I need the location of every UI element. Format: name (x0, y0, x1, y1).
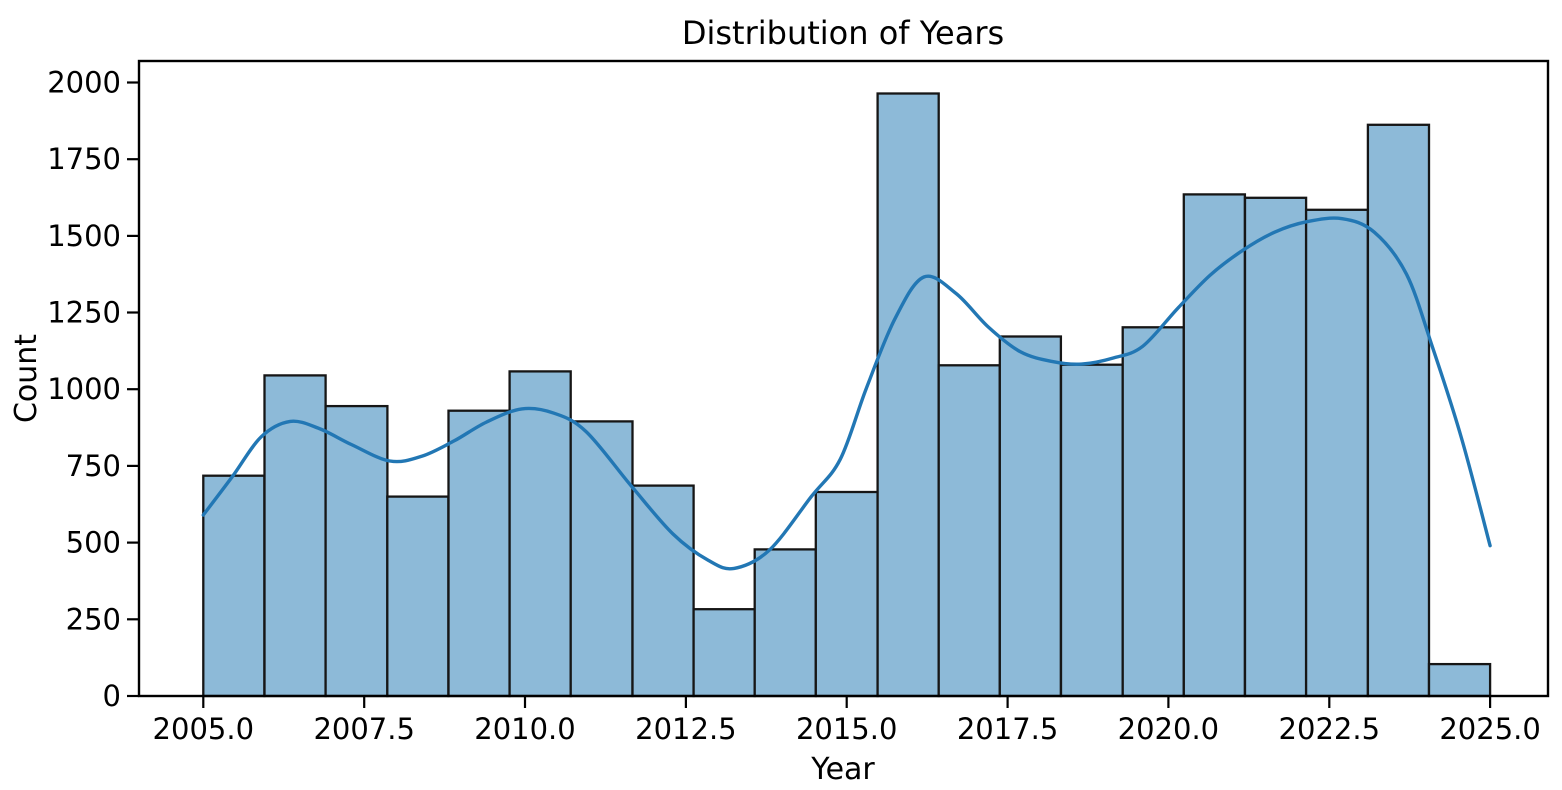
bars-group (202, 92, 1492, 698)
histogram-bar (569, 420, 634, 698)
y-tick-label: 0 (103, 679, 121, 713)
histogram-bar (202, 474, 266, 698)
y-tick-label: 1250 (47, 296, 121, 330)
histogram-bar (631, 484, 695, 698)
x-tick-label: 2012.5 (635, 712, 736, 746)
x-axis-label: Year (810, 752, 875, 787)
x-tick-label: 2022.5 (1279, 712, 1380, 746)
y-tick-label: 250 (66, 602, 121, 636)
kde-curve (201, 216, 1492, 571)
y-axis-label: Count (9, 334, 44, 423)
histogram-bar (1243, 196, 1308, 698)
y-tick-label: 1000 (47, 372, 121, 406)
x-tick-label: 2020.0 (1118, 712, 1219, 746)
histogram-bar (998, 335, 1063, 698)
x-tick-label: 2017.5 (957, 712, 1058, 746)
y-tick-label: 1500 (47, 219, 121, 253)
histogram-bar (324, 404, 389, 698)
x-axis-ticks: 2005.0 2007.5 2010.0 2012.5 2015.0 2017.5 2020… (153, 696, 1541, 746)
y-tick-label: 2000 (47, 66, 121, 100)
histogram-bar (1059, 363, 1124, 698)
x-tick-label: 2005.0 (153, 712, 254, 746)
axes-group (137, 59, 1550, 698)
histogram-bar (1366, 123, 1431, 698)
histogram-bar (814, 490, 879, 698)
histogram-bar (263, 374, 327, 698)
histogram-bar (1121, 326, 1185, 698)
histogram-bar (876, 92, 940, 698)
x-tick-label: 2025.0 (1439, 712, 1540, 746)
x-tick-label: 2015.0 (796, 712, 897, 746)
histogram-bar (447, 409, 511, 698)
chart-title: Distribution of Years (682, 14, 1004, 52)
y-tick-label: 750 (66, 449, 121, 483)
plot-border (137, 59, 1550, 698)
histogram-bar (1182, 193, 1247, 698)
histogram-bar (692, 608, 756, 698)
y-tick-label: 1750 (47, 142, 121, 176)
histogram-bar (1304, 208, 1370, 698)
kde-group (201, 216, 1492, 571)
histogram-bar (1427, 662, 1492, 698)
x-tick-label: 2010.0 (474, 712, 575, 746)
histogram-bar (386, 495, 450, 698)
x-tick-label: 2007.5 (313, 712, 414, 746)
histogram-bar (508, 370, 572, 698)
histogram-bar (753, 548, 817, 698)
y-axis-ticks: 0 250 500 750 1000 1250 1500 1750 2000 (47, 66, 139, 713)
histogram-bar (937, 364, 1001, 698)
y-tick-label: 500 (66, 526, 121, 560)
